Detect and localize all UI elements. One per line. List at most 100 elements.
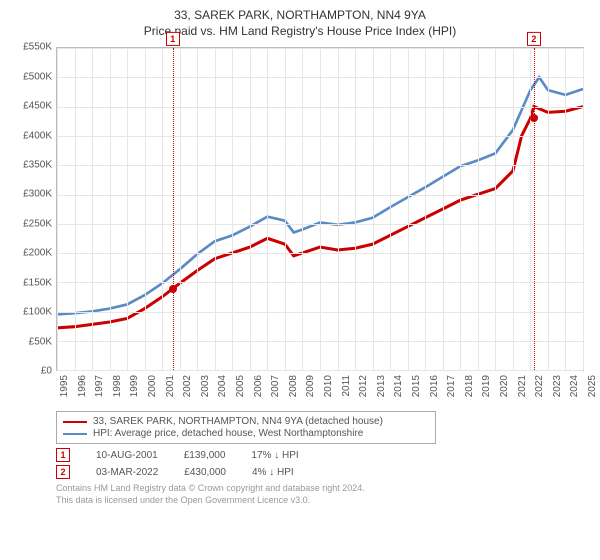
- legend-label: HPI: Average price, detached house, West…: [93, 428, 363, 439]
- gridline-vertical: [127, 48, 128, 370]
- marker-diff: 4% ↓ HPI: [252, 467, 294, 478]
- x-axis-label: 2018: [464, 375, 475, 397]
- x-axis-label: 2016: [429, 375, 440, 397]
- gridline-vertical: [267, 48, 268, 370]
- x-axis-label: 2025: [587, 375, 598, 397]
- y-axis-label: £450K: [12, 101, 52, 112]
- x-axis-label: 2023: [552, 375, 563, 397]
- marker-date: 10-AUG-2001: [96, 450, 158, 461]
- y-axis-label: £550K: [12, 42, 52, 53]
- gridline-vertical: [513, 48, 514, 370]
- marker-price: £430,000: [184, 467, 226, 478]
- legend-swatch: [63, 433, 87, 435]
- y-axis-label: £150K: [12, 277, 52, 288]
- chart-title: 33, SAREK PARK, NORTHAMPTON, NN4 9YA Pri…: [10, 8, 590, 39]
- y-axis-label: £100K: [12, 307, 52, 318]
- gridline-vertical: [478, 48, 479, 370]
- y-axis-label: £300K: [12, 189, 52, 200]
- marker-diff: 17% ↓ HPI: [251, 450, 298, 461]
- plot-area: 12: [56, 47, 584, 371]
- gridline-vertical: [57, 48, 58, 370]
- marker-number-box: 1: [166, 32, 180, 46]
- y-axis-label: £0: [12, 366, 52, 377]
- x-axis-label: 2010: [323, 375, 334, 397]
- gridline-vertical: [583, 48, 584, 370]
- gridline-vertical: [408, 48, 409, 370]
- x-axis-label: 2011: [341, 375, 352, 397]
- x-axis-label: 1995: [59, 375, 70, 397]
- title-line1: 33, SAREK PARK, NORTHAMPTON, NN4 9YA: [10, 8, 590, 24]
- gridline-vertical: [390, 48, 391, 370]
- gridline-vertical: [92, 48, 93, 370]
- legend-label: 33, SAREK PARK, NORTHAMPTON, NN4 9YA (de…: [93, 416, 383, 427]
- gridline-horizontal: [57, 370, 583, 371]
- gridline-vertical: [530, 48, 531, 370]
- gridline-vertical: [373, 48, 374, 370]
- gridline-vertical: [162, 48, 163, 370]
- legend: 33, SAREK PARK, NORTHAMPTON, NN4 9YA (de…: [56, 411, 436, 444]
- markers-table: 1 10-AUG-2001 £139,000 17% ↓ HPI 2 03-MA…: [56, 448, 590, 479]
- gridline-vertical: [443, 48, 444, 370]
- x-axis-label: 2019: [481, 375, 492, 397]
- marker-date: 03-MAR-2022: [96, 467, 158, 478]
- x-axis-label: 2005: [235, 375, 246, 397]
- x-axis-label: 2020: [499, 375, 510, 397]
- gridline-vertical: [75, 48, 76, 370]
- title-line2: Price paid vs. HM Land Registry's House …: [10, 24, 590, 40]
- x-axis-label: 2008: [288, 375, 299, 397]
- y-axis-label: £500K: [12, 71, 52, 82]
- x-axis-label: 2017: [446, 375, 457, 397]
- marker-number-box: 2: [527, 32, 541, 46]
- x-axis-label: 2001: [165, 375, 176, 397]
- x-axis-label: 2006: [253, 375, 264, 397]
- y-axis-label: £400K: [12, 130, 52, 141]
- x-axis-label: 2021: [517, 375, 528, 397]
- marker-dot: [169, 285, 177, 293]
- marker-row: 1 10-AUG-2001 £139,000 17% ↓ HPI: [56, 448, 590, 462]
- y-axis-label: £350K: [12, 160, 52, 171]
- footer-line1: Contains HM Land Registry data © Crown c…: [56, 483, 590, 495]
- gridline-vertical: [320, 48, 321, 370]
- legend-item: HPI: Average price, detached house, West…: [63, 428, 429, 439]
- marker-number-box: 2: [56, 465, 70, 479]
- y-axis-label: £50K: [12, 336, 52, 347]
- marker-price: £139,000: [184, 450, 226, 461]
- gridline-vertical: [302, 48, 303, 370]
- gridline-vertical: [548, 48, 549, 370]
- chart-area: 12 £0£50K£100K£150K£200K£250K£300K£350K£…: [10, 43, 590, 405]
- marker-row: 2 03-MAR-2022 £430,000 4% ↓ HPI: [56, 465, 590, 479]
- gridline-vertical: [495, 48, 496, 370]
- footer-line2: This data is licensed under the Open Gov…: [56, 495, 590, 507]
- gridline-vertical: [355, 48, 356, 370]
- gridline-vertical: [232, 48, 233, 370]
- footer-attribution: Contains HM Land Registry data © Crown c…: [56, 483, 590, 506]
- x-axis-label: 1999: [129, 375, 140, 397]
- x-axis-label: 2004: [217, 375, 228, 397]
- x-axis-label: 2003: [200, 375, 211, 397]
- x-axis-label: 2000: [147, 375, 158, 397]
- marker-number-box: 1: [56, 448, 70, 462]
- gridline-vertical: [145, 48, 146, 370]
- marker-vertical-line: [534, 48, 535, 370]
- gridline-vertical: [425, 48, 426, 370]
- x-axis-label: 1998: [112, 375, 123, 397]
- gridline-vertical: [110, 48, 111, 370]
- gridline-vertical: [565, 48, 566, 370]
- x-axis-label: 2009: [305, 375, 316, 397]
- chart-container: 33, SAREK PARK, NORTHAMPTON, NN4 9YA Pri…: [0, 0, 600, 560]
- gridline-vertical: [197, 48, 198, 370]
- x-axis-label: 2012: [358, 375, 369, 397]
- x-axis-label: 2015: [411, 375, 422, 397]
- legend-swatch: [63, 421, 87, 423]
- marker-vertical-line: [173, 48, 174, 370]
- x-axis-label: 2007: [270, 375, 281, 397]
- x-axis-label: 2013: [376, 375, 387, 397]
- x-axis-label: 2024: [569, 375, 580, 397]
- x-axis-label: 1997: [94, 375, 105, 397]
- legend-item: 33, SAREK PARK, NORTHAMPTON, NN4 9YA (de…: [63, 416, 429, 427]
- marker-dot: [530, 114, 538, 122]
- y-axis-label: £250K: [12, 218, 52, 229]
- gridline-vertical: [460, 48, 461, 370]
- gridline-vertical: [338, 48, 339, 370]
- x-axis-label: 2022: [534, 375, 545, 397]
